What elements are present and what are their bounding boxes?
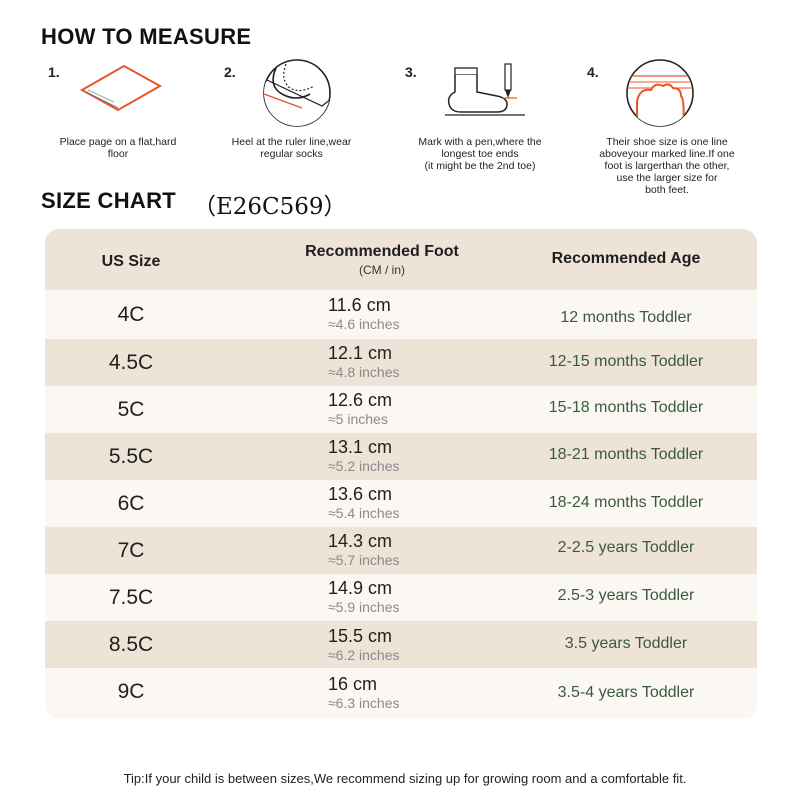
step-3: 3. Mark with a pen,where the longest toe…	[405, 56, 575, 206]
sizing-tip: Tip:If your child is between sizes,We re…	[123, 771, 687, 786]
table-row: 4C 11.6 cm ≈4.6 inches 12 months Toddler	[45, 290, 757, 337]
table-row: 5.5C 13.1 cm ≈5.2 inches 18-21 months To…	[45, 433, 757, 480]
header-us-size: US Size	[101, 253, 161, 270]
cell-inches: ≈5.2 inches	[328, 458, 400, 474]
table-row: 5C 12.6 cm ≈5 inches 15-18 months Toddle…	[45, 386, 757, 433]
cell-inches: ≈5.4 inches	[328, 505, 400, 521]
cell-size: 7C	[117, 539, 145, 562]
cell-inches: ≈5 inches	[328, 411, 388, 427]
step-3-number: 3.	[405, 64, 417, 80]
header-recommended-foot: Recommended Foot	[305, 243, 459, 260]
size-chart-title: SIZE CHART	[41, 188, 176, 213]
cell-cm: 13.6 cm	[328, 484, 393, 504]
cell-size: 4C	[117, 303, 145, 326]
step-1: 1. Place page on a flat,hard floor	[48, 56, 218, 206]
table-row: 9C 16 cm ≈6.3 inches 3.5-4 years Toddler	[45, 668, 757, 719]
cell-age: 3.5 years Toddler	[564, 635, 688, 652]
heel-on-ruler-icon	[263, 59, 331, 127]
cell-age: 18-21 months Toddler	[548, 446, 704, 463]
cell-inches: ≈6.3 inches	[328, 695, 400, 711]
cell-inches: ≈5.7 inches	[328, 552, 400, 568]
cell-age: 2.5-3 years Toddler	[557, 587, 695, 604]
cell-cm: 15.5 cm	[328, 626, 393, 646]
sock-and-pen-icon	[445, 63, 525, 116]
cell-inches: ≈5.9 inches	[328, 599, 400, 615]
cell-cm: 14.3 cm	[328, 531, 393, 551]
cell-size: 9C	[117, 680, 145, 703]
table-row: 7C 14.3 cm ≈5.7 inches 2-2.5 years Toddl…	[45, 527, 757, 574]
step-1-number: 1.	[48, 64, 60, 80]
cell-size: 4.5C	[108, 351, 154, 374]
step-1-text: Place page on a flat,hard floor	[59, 136, 177, 160]
cell-age: 12 months Toddler	[560, 309, 692, 326]
step-3-text: Mark with a pen,where the longest toe en…	[418, 136, 542, 172]
step-4-number: 4.	[587, 64, 599, 80]
header-foot-units: (CM / in)	[359, 263, 405, 277]
cell-age: 3.5-4 years Toddler	[557, 684, 695, 701]
how-to-measure-title: HOW TO MEASURE	[41, 24, 252, 49]
cell-size: 5C	[117, 398, 145, 421]
table-header: US Size Recommended Foot (CM / in) Recom…	[45, 229, 757, 290]
cell-cm: 16 cm	[328, 674, 378, 694]
cell-size: 6C	[117, 492, 145, 515]
cell-cm: 11.6 cm	[328, 295, 391, 315]
cell-age: 12-15 months Toddler	[548, 353, 704, 370]
cell-size: 8.5C	[108, 633, 154, 656]
toe-on-lines-icon	[626, 59, 694, 127]
step-2-text: Heel at the ruler line,wear regular sock…	[231, 136, 352, 160]
table-row: 4.5C 12.1 cm ≈4.8 inches 12-15 months To…	[45, 339, 757, 386]
step-2-number: 2.	[224, 64, 236, 80]
step-4: 4. Their shoe size is one line aboveyour…	[587, 56, 757, 206]
cell-cm: 14.9 cm	[328, 578, 393, 598]
cell-cm: 12.1 cm	[328, 343, 393, 363]
cell-inches: ≈6.2 inches	[328, 647, 400, 663]
table-row: 7.5C 14.9 cm ≈5.9 inches 2.5-3 years Tod…	[45, 574, 757, 621]
cell-inches: ≈4.6 inches	[328, 316, 400, 332]
size-chart-code: （E26C569）	[193, 194, 347, 220]
cell-size: 5.5C	[108, 445, 154, 468]
size-chart-table: US Size Recommended Foot (CM / in) Recom…	[45, 229, 757, 719]
step-2: 2. Heel at the ruler line,wear regular s…	[224, 56, 394, 206]
header-recommended-age: Recommended Age	[551, 250, 701, 267]
cell-age: 15-18 months Toddler	[548, 399, 704, 416]
cell-cm: 12.6 cm	[328, 390, 393, 410]
table-row: 6C 13.6 cm ≈5.4 inches 18-24 months Todd…	[45, 480, 757, 527]
cell-inches: ≈4.8 inches	[328, 364, 400, 380]
cell-cm: 13.1 cm	[328, 437, 393, 457]
cell-age: 2-2.5 years Toddler	[557, 539, 695, 556]
cell-size: 7.5C	[108, 586, 154, 609]
table-row: 8.5C 15.5 cm ≈6.2 inches 3.5 years Toddl…	[45, 621, 757, 668]
cell-age: 18-24 months Toddler	[548, 494, 704, 511]
step-4-text: Their shoe size is one line aboveyour ma…	[599, 136, 735, 196]
paper-on-floor-icon	[79, 64, 163, 112]
